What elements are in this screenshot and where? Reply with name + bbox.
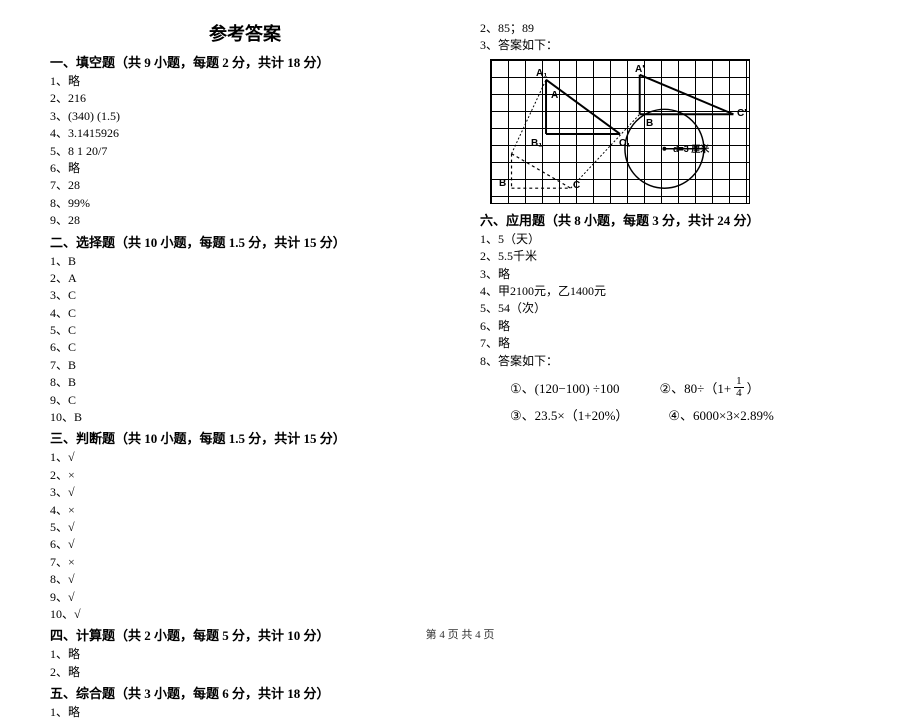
s4-item: 2、略 (50, 664, 440, 681)
s2-item: 5、C (50, 322, 440, 339)
s2-item: 1、B (50, 253, 440, 270)
eq-1a: ①、(120−100) ÷100 (510, 376, 620, 399)
eq-1b: ②、80÷（1+ 1 4 ） (660, 376, 760, 399)
equation-row-1: ①、(120−100) ÷100 ②、80÷（1+ 1 4 ） (510, 376, 870, 399)
s2-item: 7、B (50, 357, 440, 374)
equation-row-2: ③、23.5×（1+20%） ④、6000×3×2.89% (510, 405, 870, 424)
section-1-head: 一、填空题（共 9 小题，每题 2 分，共计 18 分） (50, 52, 440, 71)
s3-item: 3、√ (50, 484, 440, 501)
s2-item: 3、C (50, 287, 440, 304)
s1-item: 5、8 1 20/7 (50, 143, 440, 160)
s6-item: 3、略 (480, 266, 870, 283)
s4-item: 1、略 (50, 646, 440, 663)
s2-item: 10、B (50, 409, 440, 426)
eq-2a: ③、23.5×（1+20%） (510, 405, 628, 424)
label-B3: B (499, 178, 506, 189)
s1-item: 7、28 (50, 177, 440, 194)
label-A2: A (551, 90, 558, 101)
pre-item: 2、85；89 (480, 20, 870, 37)
s2-item: 9、C (50, 392, 440, 409)
s1-item: 2、216 (50, 90, 440, 107)
section-3-head: 三、判断题（共 10 小题，每题 1.5 分，共计 15 分） (50, 428, 440, 447)
s5-item: 1、略 (50, 704, 440, 721)
s6-item: 5、54（次） (480, 300, 870, 317)
label-C1: C₁ (619, 138, 630, 149)
s3-item: 4、× (50, 502, 440, 519)
label-B2: B (646, 118, 653, 129)
right-column: 2、85；89 3、答案如下： A₁ A A' B₁ (460, 20, 880, 600)
s2-item: 4、C (50, 305, 440, 322)
section-2-head: 二、选择题（共 10 小题，每题 1.5 分，共计 15 分） (50, 232, 440, 251)
s6-item: 8、答案如下： (480, 353, 870, 370)
s2-item: 6、C (50, 339, 440, 356)
left-column: 参考答案 一、填空题（共 9 小题，每题 2 分，共计 18 分） 1、略 2、… (40, 20, 460, 600)
label-B1: B₁ (531, 138, 542, 149)
s6-item: 1、5（天） (480, 231, 870, 248)
s6-item: 7、略 (480, 335, 870, 352)
pre-item: 3、答案如下： (480, 37, 870, 54)
s2-item: 8、B (50, 374, 440, 391)
s3-item: 1、√ (50, 449, 440, 466)
s3-item: 7、× (50, 554, 440, 571)
s1-item: 9、28 (50, 212, 440, 229)
s1-item: 8、99% (50, 195, 440, 212)
label-C3: C (573, 180, 580, 191)
s3-item: 6、√ (50, 536, 440, 553)
s6-item: 4、甲2100元，乙1400元 (480, 283, 870, 300)
label-radius: d=3 厘米 (673, 142, 709, 155)
section-6-head: 六、应用题（共 8 小题，每题 3 分，共计 24 分） (480, 210, 870, 229)
section-5-head: 五、综合题（共 3 小题，每题 6 分，共计 18 分） (50, 683, 440, 702)
s6-item: 6、略 (480, 318, 870, 335)
label-A1: A₁ (536, 68, 547, 79)
label-C2: C' (737, 108, 747, 119)
page-footer: 第 4 页 共 4 页 (0, 626, 920, 642)
s1-item: 3、(340) (1.5) (50, 108, 440, 125)
s3-item: 5、√ (50, 519, 440, 536)
s3-item: 9、√ (50, 589, 440, 606)
diagram-svg (491, 60, 749, 203)
page-title: 参考答案 (50, 20, 440, 46)
s6-item: 2、5.5千米 (480, 248, 870, 265)
s1-item: 6、略 (50, 160, 440, 177)
s1-item: 4、3.1415926 (50, 125, 440, 142)
eq-2b: ④、6000×3×2.89% (668, 405, 773, 424)
s3-item: 8、√ (50, 571, 440, 588)
s2-item: 2、A (50, 270, 440, 287)
s3-item: 10、√ (50, 606, 440, 623)
label-A3: A' (635, 64, 645, 75)
s1-item: 1、略 (50, 73, 440, 90)
page: 参考答案 一、填空题（共 9 小题，每题 2 分，共计 18 分） 1、略 2、… (0, 0, 920, 610)
geometry-diagram: A₁ A A' B₁ B B C₁ C' C d=3 厘米 (490, 59, 750, 204)
fraction-icon: 1 4 (734, 376, 744, 399)
s3-item: 2、× (50, 467, 440, 484)
